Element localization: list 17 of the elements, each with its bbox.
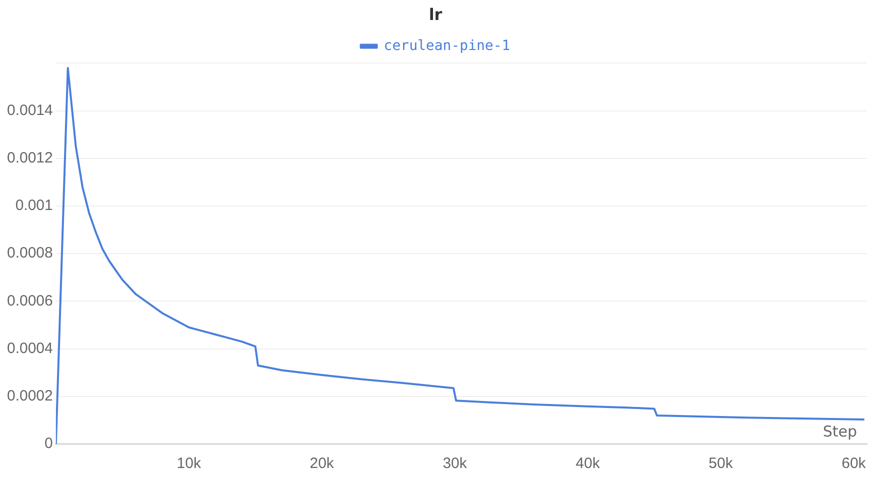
y-tick-label: 0.0008: [6, 244, 53, 262]
x-axis-title: Step: [822, 422, 857, 440]
y-tick-label: 0.0002: [6, 388, 53, 405]
legend-label: cerulean-pine-1: [384, 38, 510, 54]
x-tick-label: 20k: [310, 455, 334, 472]
x-tick-label: 30k: [442, 455, 468, 472]
chart-title: lr: [428, 4, 442, 24]
x-tick-label: 60k: [842, 455, 866, 472]
x-tick-label: 10k: [176, 455, 202, 472]
x-tick-label: 40k: [576, 455, 600, 472]
y-tick-label: 0.001: [15, 197, 53, 214]
y-tick-label: 0.0012: [6, 150, 53, 167]
y-tick-label: 0: [44, 435, 53, 452]
y-tick-label: 0.0004: [6, 340, 53, 357]
y-tick-label: 0.0006: [6, 292, 53, 310]
x-tick-label: 50k: [708, 455, 734, 472]
y-tick-label: 0.0014: [6, 102, 53, 119]
